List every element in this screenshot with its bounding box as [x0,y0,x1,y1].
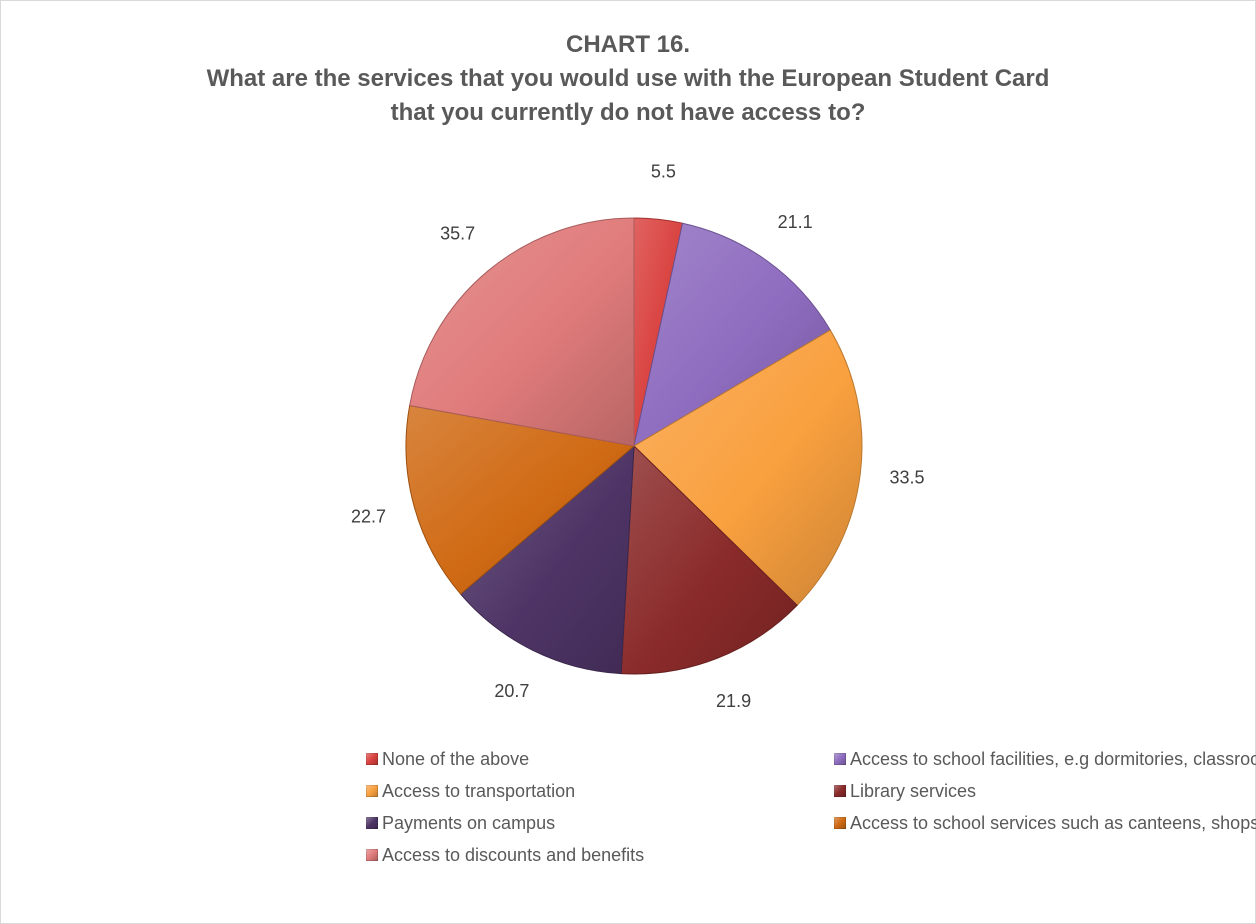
legend-label: Access to school services such as cantee… [850,812,1256,833]
legend-label: Payments on campus [382,812,556,833]
pie-slice-3 [620,444,798,675]
legend-swatch [834,785,846,797]
chart-title-line-3: that you currently do not have access to… [390,99,866,126]
pie-data-label-1: 21.1 [778,212,813,232]
legend-swatch [834,753,846,765]
pie-data-label-0: 5.5 [651,161,676,181]
pie-slice-2 [633,329,863,606]
pie-data-label-3: 21.9 [716,691,751,711]
legend-item-school-services: Access to school services such as cantee… [834,811,1256,835]
chart-title-line-1: CHART 16. [565,31,691,58]
legend-item-school-facilities: Access to school facilities, e.g dormito… [834,747,1256,771]
pie-slice-4 [459,444,635,675]
pie-slice-5 [405,404,636,595]
legend-label: None of the above [382,748,530,769]
pie-slices [405,217,863,675]
pie-data-labels: 5.5 21.1 33.5 21.9 20.7 22.7 35.7 [351,161,925,711]
legend-item-transportation: Access to transportation [366,779,575,803]
pie-data-label-4: 20.7 [494,681,529,701]
legend-label: Access to transportation [382,780,576,801]
legend-label: Library services [850,780,977,801]
pie-slice-1 [633,222,832,448]
legend-label: Access to school facilities, e.g dormito… [850,748,1256,769]
legend-label: Access to discounts and benefits [382,844,645,865]
chart-title-line-2: What are the services that you would use… [206,65,1050,92]
legend-swatch [366,753,378,765]
pie-data-label-2: 33.5 [890,468,925,488]
legend-swatch [366,849,378,861]
legend-item-library-services: Library services [834,779,976,803]
pie-data-label-6: 35.7 [440,224,475,244]
legend-swatch [366,785,378,797]
legend-swatch [834,817,846,829]
pie-data-label-5: 22.7 [351,507,386,527]
legend-item-none-of-the-above: None of the above [366,747,529,771]
legend-item-payments-on-campus: Payments on campus [366,811,555,835]
legend-item-discounts-and-benefits: Access to discounts and benefits [366,843,644,867]
pie-slice-6 [409,217,635,447]
legend-swatch [366,817,378,829]
